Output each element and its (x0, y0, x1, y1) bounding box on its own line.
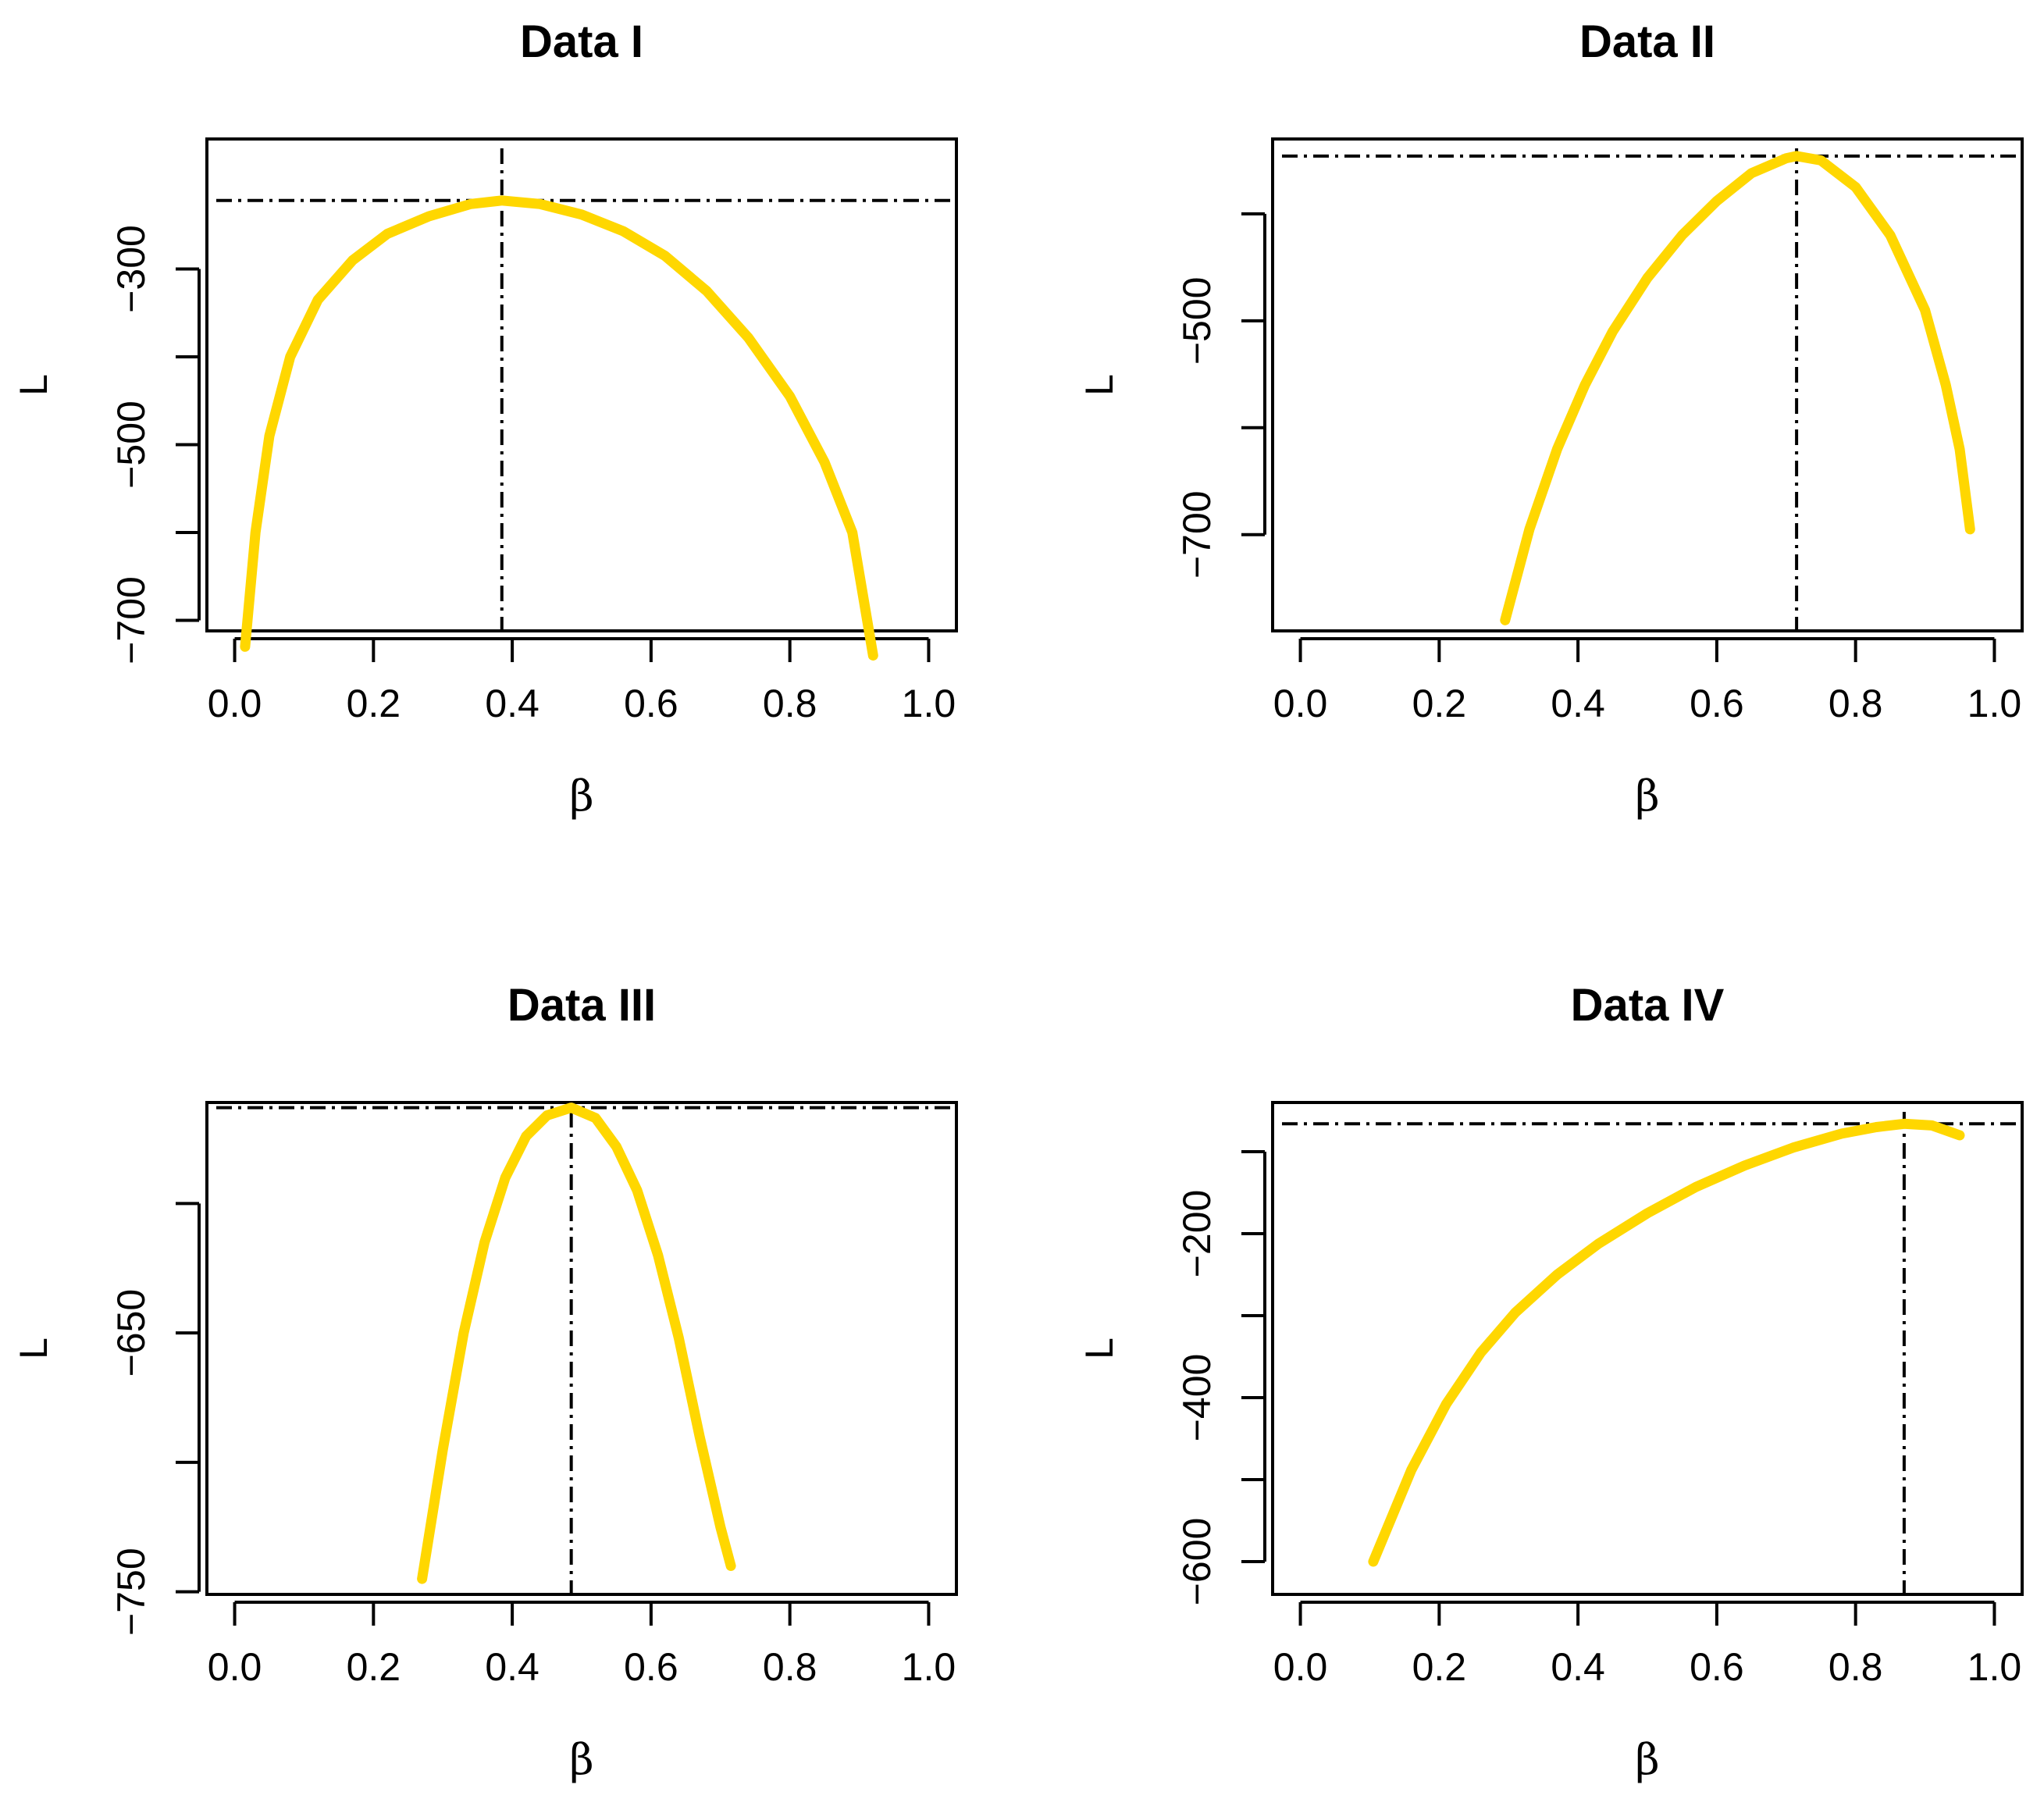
x-tick-label: 0.0 (1273, 682, 1328, 725)
x-tick-label: 0.6 (1690, 1645, 1744, 1689)
x-tick-label: 0.6 (1690, 682, 1744, 725)
y-tick-label: −500 (109, 401, 153, 489)
y-tick-label: −700 (1175, 490, 1219, 579)
y-tick-label: −400 (1175, 1354, 1219, 1442)
x-tick-label: 0.2 (1412, 682, 1467, 725)
x-tick-label: 0.2 (1412, 1645, 1467, 1689)
x-tick-label: 0.0 (208, 1645, 262, 1689)
y-axis-title: L (12, 374, 55, 396)
y-axis-title: L (1077, 1338, 1121, 1359)
x-axis-title: β (1635, 771, 1659, 821)
x-tick-label: 0.4 (485, 682, 539, 725)
x-tick-label: 0.0 (1273, 1645, 1328, 1689)
x-tick-label: 0.4 (1551, 1645, 1605, 1689)
chart-panel-4: Data IV 0.0 0.2 0.4 0.6 0.8 1.0 −200 −400 −600 β L (1077, 980, 2024, 1784)
x-tick-label: 1.0 (1967, 1645, 2022, 1689)
x-tick-label: 0.2 (347, 1645, 401, 1689)
chart-title: Data I (520, 16, 643, 67)
y-tick-label: −500 (1175, 277, 1219, 365)
y-tick-label: −750 (109, 1548, 153, 1636)
y-tick-label: −700 (109, 576, 153, 664)
x-axis-title: β (569, 1735, 593, 1784)
x-tick-label: 0.2 (347, 682, 401, 725)
plot-frame (1271, 1101, 2024, 1596)
x-tick-label: 1.0 (902, 1645, 956, 1689)
likelihood-curve (1500, 151, 1975, 625)
y-axis-title: L (12, 1338, 55, 1359)
y-tick-label: −650 (109, 1289, 153, 1377)
plot-frame (205, 1101, 958, 1596)
x-tick-label: 0.0 (208, 682, 262, 725)
chart-title: Data II (1579, 16, 1715, 67)
x-tick-label: 1.0 (902, 682, 956, 725)
x-tick-label: 0.8 (763, 1645, 817, 1689)
chart-title: Data III (507, 980, 656, 1031)
likelihood-curve (1368, 1118, 1965, 1567)
x-axis-title: β (569, 771, 593, 821)
x-tick-label: 1.0 (1967, 682, 2022, 725)
x-tick-label: 0.4 (485, 1645, 539, 1689)
x-tick-label: 0.6 (624, 1645, 678, 1689)
y-axis-title: L (1077, 374, 1121, 396)
y-tick-label: −300 (109, 225, 153, 313)
x-tick-label: 0.8 (1829, 682, 1883, 725)
likelihood-curve (417, 1102, 736, 1584)
x-tick-label: 0.6 (624, 682, 678, 725)
chart-title: Data IV (1571, 980, 1725, 1031)
chart-panel-2: Data II 0.0 0.2 0.4 0.6 0.8 1.0 −500 −700 β L (1077, 16, 2024, 821)
chart-panel-3: Data III 0.0 0.2 0.4 0.6 0.8 1.0 −650 −750 β L (12, 980, 958, 1784)
plot-frame (1271, 137, 2024, 632)
chart-panel-1: Data I 0.0 0.2 0.4 0.6 0.8 1.0 −300 −500 −700 β L (12, 16, 958, 821)
plot-frame (205, 137, 958, 632)
likelihood-curve (240, 195, 878, 661)
x-tick-label: 0.4 (1551, 682, 1605, 725)
y-tick-label: −600 (1175, 1518, 1219, 1606)
x-tick-label: 0.8 (1829, 1645, 1883, 1689)
y-tick-label: −200 (1175, 1190, 1219, 1278)
x-tick-label: 0.8 (763, 682, 817, 725)
x-axis-title: β (1635, 1735, 1659, 1784)
